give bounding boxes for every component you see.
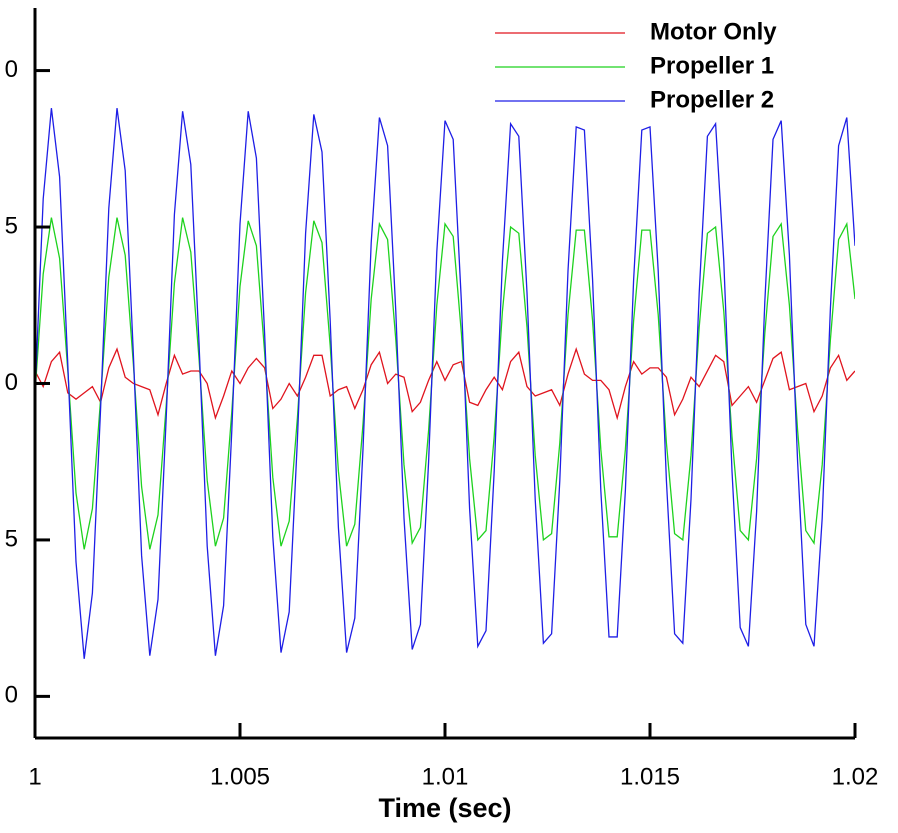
x-tick-label: 1.005 (210, 763, 270, 790)
y-tick-label: 5 (5, 525, 18, 552)
y-tick-label: 0 (5, 56, 18, 83)
x-tick-label: 1.01 (422, 763, 469, 790)
legend-label: Motor Only (650, 18, 777, 45)
legend-label: Propeller 1 (650, 52, 774, 79)
y-tick-label: 5 (5, 212, 18, 239)
legend-label: Propeller 2 (650, 86, 774, 113)
x-tick-label: 1.02 (832, 763, 879, 790)
series-line (35, 346, 855, 421)
series-line (35, 217, 855, 550)
x-tick-label: 1 (28, 763, 41, 790)
y-tick-label: 0 (5, 369, 18, 396)
plot-area (35, 108, 855, 659)
y-tick-label: 0 (5, 682, 18, 709)
x-axis-label: Time (sec) (378, 793, 511, 823)
series-line (35, 108, 855, 659)
x-tick-label: 1.015 (620, 763, 680, 790)
